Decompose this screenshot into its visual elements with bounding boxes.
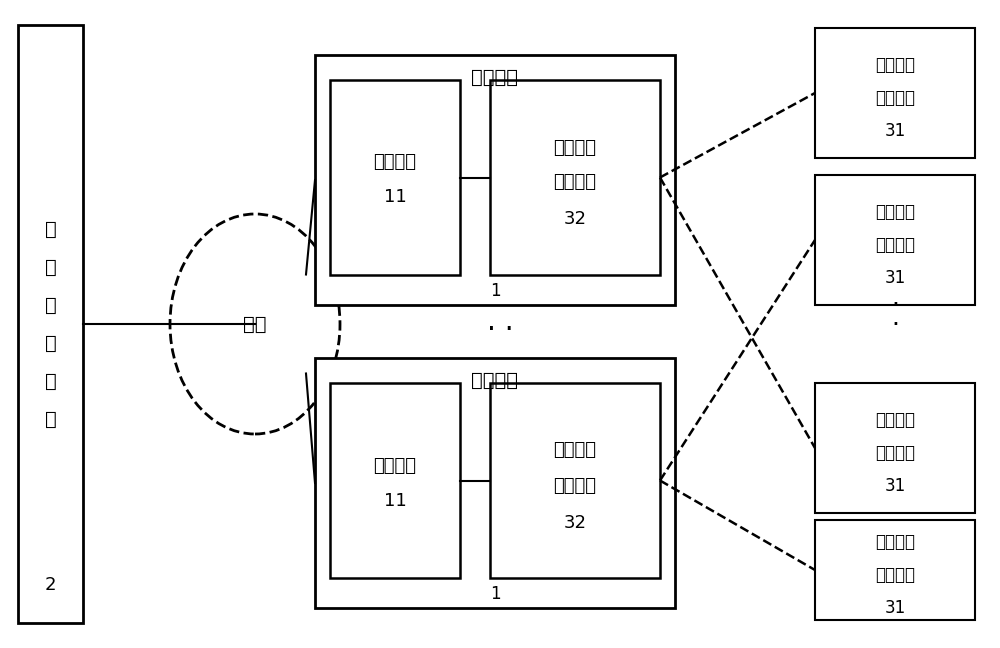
Text: 1: 1 <box>490 282 500 300</box>
Text: 引导信息: 引导信息 <box>875 203 915 221</box>
Text: 2: 2 <box>45 576 56 594</box>
Bar <box>315 55 675 305</box>
Text: 控制模块: 控制模块 <box>374 154 416 172</box>
Bar <box>815 520 975 620</box>
Text: 标识模块: 标识模块 <box>875 444 915 462</box>
Bar <box>815 175 975 305</box>
Text: 标识模块: 标识模块 <box>875 236 915 254</box>
Text: 引导信息: 引导信息 <box>554 441 596 459</box>
Text: 31: 31 <box>884 599 906 617</box>
Text: 控制模块: 控制模块 <box>374 456 416 474</box>
Text: 1: 1 <box>490 585 500 603</box>
Bar <box>490 383 660 578</box>
Text: 31: 31 <box>884 269 906 287</box>
Text: 引导信息: 引导信息 <box>554 139 596 157</box>
Text: 理: 理 <box>45 334 56 353</box>
Text: 读取模块: 读取模块 <box>554 476 596 494</box>
Bar <box>815 383 975 513</box>
Text: 引导信息: 引导信息 <box>875 411 915 429</box>
Text: 32: 32 <box>564 211 586 229</box>
Text: 标识模块: 标识模块 <box>875 89 915 107</box>
Text: ·: · <box>891 293 899 317</box>
Bar <box>18 25 83 623</box>
Text: 31: 31 <box>884 477 906 495</box>
Text: 台: 台 <box>45 257 56 277</box>
Text: 31: 31 <box>884 122 906 140</box>
Ellipse shape <box>170 214 340 434</box>
Text: 系: 系 <box>45 371 56 391</box>
Text: · ·: · · <box>487 316 513 344</box>
Text: 32: 32 <box>564 513 586 531</box>
Text: 标识模块: 标识模块 <box>875 566 915 584</box>
Bar <box>330 80 460 275</box>
Text: 引导信息: 引导信息 <box>875 56 915 74</box>
Bar <box>490 80 660 275</box>
Text: 引导信息: 引导信息 <box>875 533 915 551</box>
Text: 管: 管 <box>45 295 56 314</box>
Text: 11: 11 <box>384 189 406 207</box>
Text: 统: 统 <box>45 410 56 428</box>
Bar <box>315 358 675 608</box>
Text: 网络: 网络 <box>243 314 267 334</box>
Text: 数字标牌: 数字标牌 <box>472 371 518 389</box>
Bar <box>330 383 460 578</box>
Bar <box>815 28 975 158</box>
Text: ·: · <box>891 313 899 337</box>
Text: 11: 11 <box>384 491 406 509</box>
Text: 后: 后 <box>45 220 56 238</box>
Text: 读取模块: 读取模块 <box>554 174 596 192</box>
Text: 数字标牌: 数字标牌 <box>472 67 518 86</box>
